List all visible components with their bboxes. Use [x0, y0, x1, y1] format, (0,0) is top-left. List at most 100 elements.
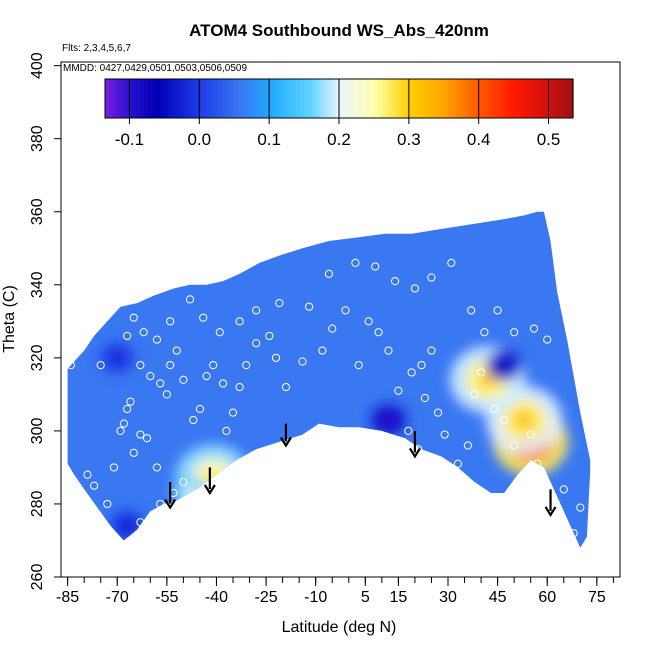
sample-point — [189, 415, 198, 425]
colorbar-swatch — [323, 79, 328, 118]
sample-point — [480, 328, 489, 337]
x-tick-label: 30 — [439, 589, 457, 606]
sample-point — [384, 346, 393, 355]
colorbar-swatch — [132, 79, 137, 118]
colorbar-tick-label: 0.1 — [257, 130, 281, 149]
colorbar-swatch — [401, 79, 406, 118]
arrow-head — [544, 506, 557, 517]
colorbar-swatch — [147, 79, 153, 118]
colorbar-swatch — [151, 79, 157, 118]
colorbar-swatch — [471, 79, 477, 118]
sample-point — [420, 393, 429, 403]
sample-point — [195, 404, 205, 414]
x-axis-label: Latitude (deg N) — [282, 619, 397, 636]
sample-point — [235, 317, 244, 326]
colorbar-swatch — [491, 79, 496, 118]
sample-point — [215, 328, 224, 337]
x-tick-label: -40 — [205, 589, 228, 606]
colorbar-swatch — [397, 79, 402, 118]
y-tick-label: 380 — [29, 125, 46, 152]
colorbar-swatch — [479, 79, 484, 118]
colorbar-swatch — [214, 79, 219, 118]
x-tick-label: -25 — [255, 589, 278, 606]
colorbar-swatch — [210, 79, 215, 118]
sample-point — [281, 382, 291, 392]
colorbar-swatch — [120, 79, 126, 118]
colorbar-swatch — [222, 79, 227, 118]
sample-point — [179, 477, 188, 487]
sample-point — [235, 382, 244, 392]
x-tick-label: -85 — [56, 589, 79, 606]
sample-point — [166, 361, 175, 370]
sample-point — [228, 408, 238, 417]
sample-point — [341, 306, 350, 315]
colorbar-swatch — [190, 79, 196, 118]
sample-point — [328, 324, 337, 333]
colorbar-swatch — [557, 79, 562, 118]
y-axis-label: Theta (C) — [1, 285, 18, 353]
colorbar-swatch — [268, 79, 274, 118]
colorbar-swatch — [346, 79, 352, 118]
sample-point — [103, 499, 112, 509]
colorbar-swatch — [218, 79, 223, 118]
sample-point — [404, 426, 413, 436]
sample-point — [129, 313, 138, 322]
sample-point — [209, 361, 218, 370]
sample-point — [152, 463, 162, 472]
field-hotspot-core — [203, 469, 224, 488]
colorbar-swatch — [495, 79, 500, 118]
colorbar-swatch — [253, 79, 258, 118]
colorbar-swatch — [354, 79, 360, 118]
colorbar-swatch — [467, 79, 473, 118]
colorbar-swatch — [537, 79, 543, 118]
colorbar-swatch — [526, 79, 531, 118]
sample-point — [185, 295, 195, 304]
colorbar-swatch — [261, 79, 266, 118]
sample-point — [156, 379, 165, 388]
colorbar-swatch — [561, 79, 566, 118]
colorbar-swatch — [483, 79, 488, 118]
colorbar-swatch — [498, 79, 504, 118]
sample-point — [510, 328, 519, 337]
sample-point — [467, 306, 476, 315]
x-tick-label: -70 — [106, 589, 129, 606]
colorbar-swatch — [136, 79, 141, 118]
sample-point — [500, 415, 509, 425]
sample-point — [119, 419, 128, 428]
sample-point — [453, 459, 463, 468]
sample-point — [311, 426, 320, 436]
y-tick-label: 320 — [29, 344, 46, 371]
y-axis: 260 280 300 320 340 360 380 400 — [29, 52, 61, 590]
sample-point — [119, 540, 128, 549]
field-hotspot — [180, 483, 200, 502]
colorbar-swatch — [331, 79, 336, 118]
sample-point — [351, 258, 360, 267]
arrow-head — [408, 447, 421, 459]
field-hotspot-core — [514, 410, 535, 429]
colorbar-swatch — [518, 79, 523, 118]
sample-point — [218, 379, 228, 388]
colorbar-tick-label: 0.2 — [327, 130, 351, 149]
colorbar-swatch — [186, 79, 192, 118]
y-tick-label: 340 — [29, 271, 46, 298]
colorbar-swatch — [475, 79, 480, 118]
colorbar-swatch — [171, 79, 176, 118]
colorbar-swatch — [417, 79, 422, 118]
colorbar-swatch — [116, 79, 122, 118]
sample-point — [447, 258, 456, 267]
colorbar-swatch — [327, 79, 332, 118]
sample-point — [476, 368, 486, 377]
colorbar-swatch — [335, 79, 340, 118]
colorbar-swatch — [257, 79, 262, 118]
x-tick-label: -55 — [155, 589, 178, 606]
colorbar-swatch — [300, 79, 305, 118]
sample-point — [490, 404, 499, 414]
colorbar-swatch — [506, 79, 512, 118]
sample-point — [529, 324, 539, 333]
sample-point — [433, 408, 443, 417]
sample-point — [354, 361, 363, 370]
sample-point — [83, 470, 92, 479]
colorbar-tick-label: 0.4 — [467, 130, 491, 149]
field-hotspot-core — [112, 353, 123, 362]
colorbar-swatch — [284, 79, 289, 118]
